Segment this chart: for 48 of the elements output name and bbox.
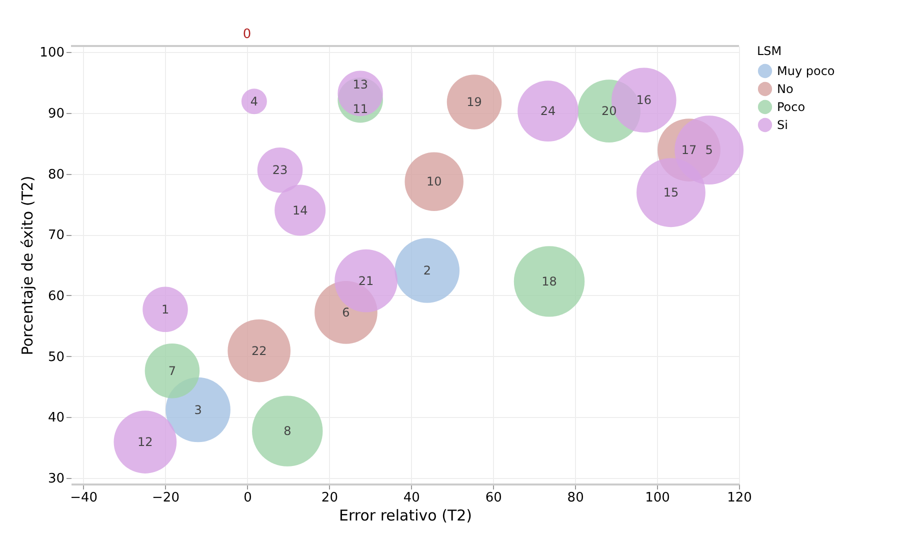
x-tick-label: 20 [321, 490, 338, 506]
annotation: 23 [272, 163, 288, 178]
annotation: 13 [352, 77, 368, 92]
annotation: 2 [423, 263, 431, 278]
x-tick-label: 80 [567, 490, 584, 506]
annotation: 10 [426, 174, 442, 189]
x-tick-label: −40 [70, 490, 98, 506]
y-tick-label: 70 [48, 228, 64, 244]
legend-label: Si [777, 118, 788, 132]
annotation: 24 [540, 104, 556, 118]
x-tick-label: 0 [244, 490, 252, 506]
legend-title: LSM [757, 44, 782, 58]
x-tick-label: 60 [485, 490, 502, 506]
annotation: 18 [542, 274, 557, 288]
annotation: 3 [194, 402, 202, 417]
annotation: 1 [161, 302, 170, 316]
text: 0 [242, 27, 252, 42]
x-tick-label: 100 [645, 490, 670, 506]
annotation: 16 [636, 93, 652, 108]
y-tick-label: 80 [48, 167, 64, 182]
annotation: 11 [352, 102, 368, 116]
y-tick-label: 30 [48, 471, 64, 486]
annotation: 15 [663, 186, 679, 200]
annotation: 22 [251, 344, 267, 358]
annotation: 8 [284, 424, 292, 438]
x-axis-title: Error relativo (T2) [338, 506, 472, 524]
annotation: 4 [250, 94, 258, 108]
x-tick-label: −20 [152, 490, 180, 506]
y-axis-title: Porcentaje de éxito (T2) [18, 176, 37, 356]
y-tick-label: 90 [48, 106, 64, 122]
y-tick-label: 100 [40, 46, 64, 61]
y-tick-label: 50 [48, 350, 64, 365]
x-tick-label: 120 [727, 490, 752, 506]
annotation: 14 [292, 203, 308, 218]
x-tick-label: 40 [403, 490, 420, 506]
annotation: 17 [681, 143, 697, 158]
annotation: 5 [705, 143, 713, 158]
legend-label: Poco [777, 100, 806, 114]
annotation: 7 [168, 364, 176, 378]
annotation: 6 [342, 305, 350, 320]
annotation: 19 [466, 94, 482, 109]
y-tick-label: 60 [48, 288, 64, 304]
annotation: 12 [138, 435, 153, 450]
legend-label: No [777, 82, 794, 96]
legend-label: Muy poco [777, 64, 835, 78]
y-tick-label: 40 [48, 410, 64, 426]
annotation: 20 [601, 104, 617, 118]
annotation: 21 [358, 274, 374, 288]
